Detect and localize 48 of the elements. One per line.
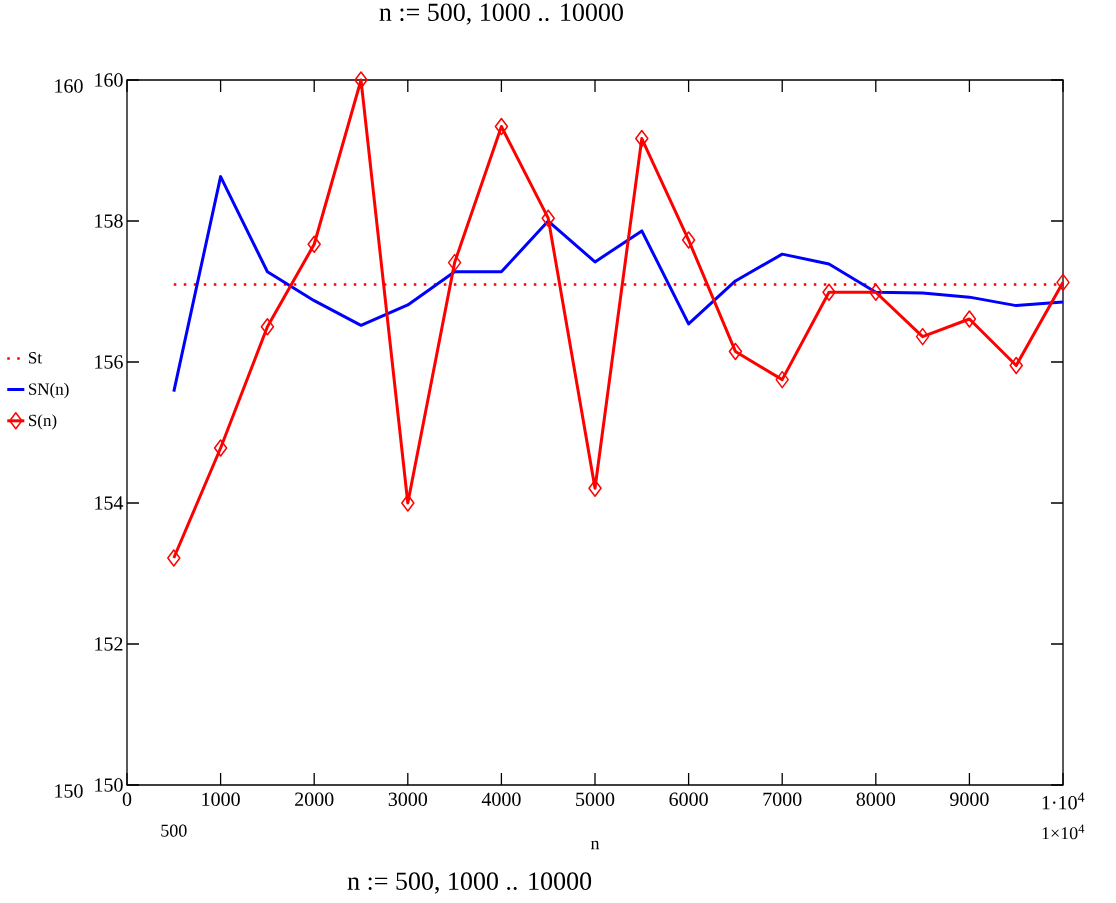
y-tick-label: 158 bbox=[95, 214, 123, 228]
y-tick-label: 152 bbox=[95, 637, 123, 651]
point bbox=[307, 235, 321, 254]
point bbox=[447, 253, 462, 272]
point bbox=[728, 342, 743, 361]
y-tick-label: 154 bbox=[95, 496, 124, 510]
legend-label: S(n) bbox=[28, 414, 57, 430]
x-tick-label: 9000 bbox=[950, 792, 989, 807]
x-tick-label: 7000 bbox=[763, 792, 802, 807]
legend-label: St bbox=[28, 352, 42, 364]
x-tick-label: 0 bbox=[122, 792, 132, 807]
point bbox=[822, 283, 836, 301]
x-tick-label: 6000 bbox=[669, 792, 708, 807]
point bbox=[635, 129, 649, 148]
y-tick-label: 150 bbox=[95, 778, 123, 792]
point bbox=[915, 327, 930, 346]
y2-tick-label: 160 bbox=[55, 79, 83, 93]
x-tick-label: 2000 bbox=[295, 792, 334, 807]
point bbox=[588, 479, 602, 497]
y2-tick-label: 150 bbox=[55, 784, 83, 798]
y-tick-label: 156 bbox=[95, 355, 123, 369]
point bbox=[869, 283, 883, 301]
point bbox=[213, 439, 228, 457]
point bbox=[1009, 356, 1023, 375]
x2-tick-label: 500 bbox=[161, 824, 187, 837]
point bbox=[354, 71, 368, 89]
point bbox=[962, 310, 977, 328]
x-axis-title: n bbox=[590, 840, 600, 850]
point bbox=[167, 549, 181, 567]
text: n := 500, 1000 .. 10000 bbox=[347, 872, 592, 894]
line-series bbox=[172, 175, 1065, 394]
x-tick-label: 5000 bbox=[576, 792, 615, 807]
chart-title: n := 500, 1000 .. 10000 bbox=[379, 3, 623, 25]
x-tick-label: 4000 bbox=[481, 792, 521, 807]
x-tick-label: 1000 bbox=[202, 792, 240, 807]
point bbox=[681, 231, 696, 249]
point bbox=[775, 370, 789, 389]
point bbox=[401, 494, 415, 512]
point bbox=[541, 209, 555, 227]
x2-tick-label: 1×10$^{4}$ bbox=[1042, 824, 1085, 840]
point bbox=[1056, 273, 1070, 292]
legend-label: SN(n) bbox=[28, 382, 69, 399]
y-tick-label: 160 bbox=[95, 73, 123, 87]
point bbox=[260, 318, 275, 336]
x-tick-label: 3000 bbox=[388, 792, 428, 807]
x-tick-label: 8000 bbox=[856, 792, 896, 807]
x-tick-label: 1·10$^{4}$ bbox=[1042, 792, 1085, 810]
point bbox=[494, 117, 509, 136]
